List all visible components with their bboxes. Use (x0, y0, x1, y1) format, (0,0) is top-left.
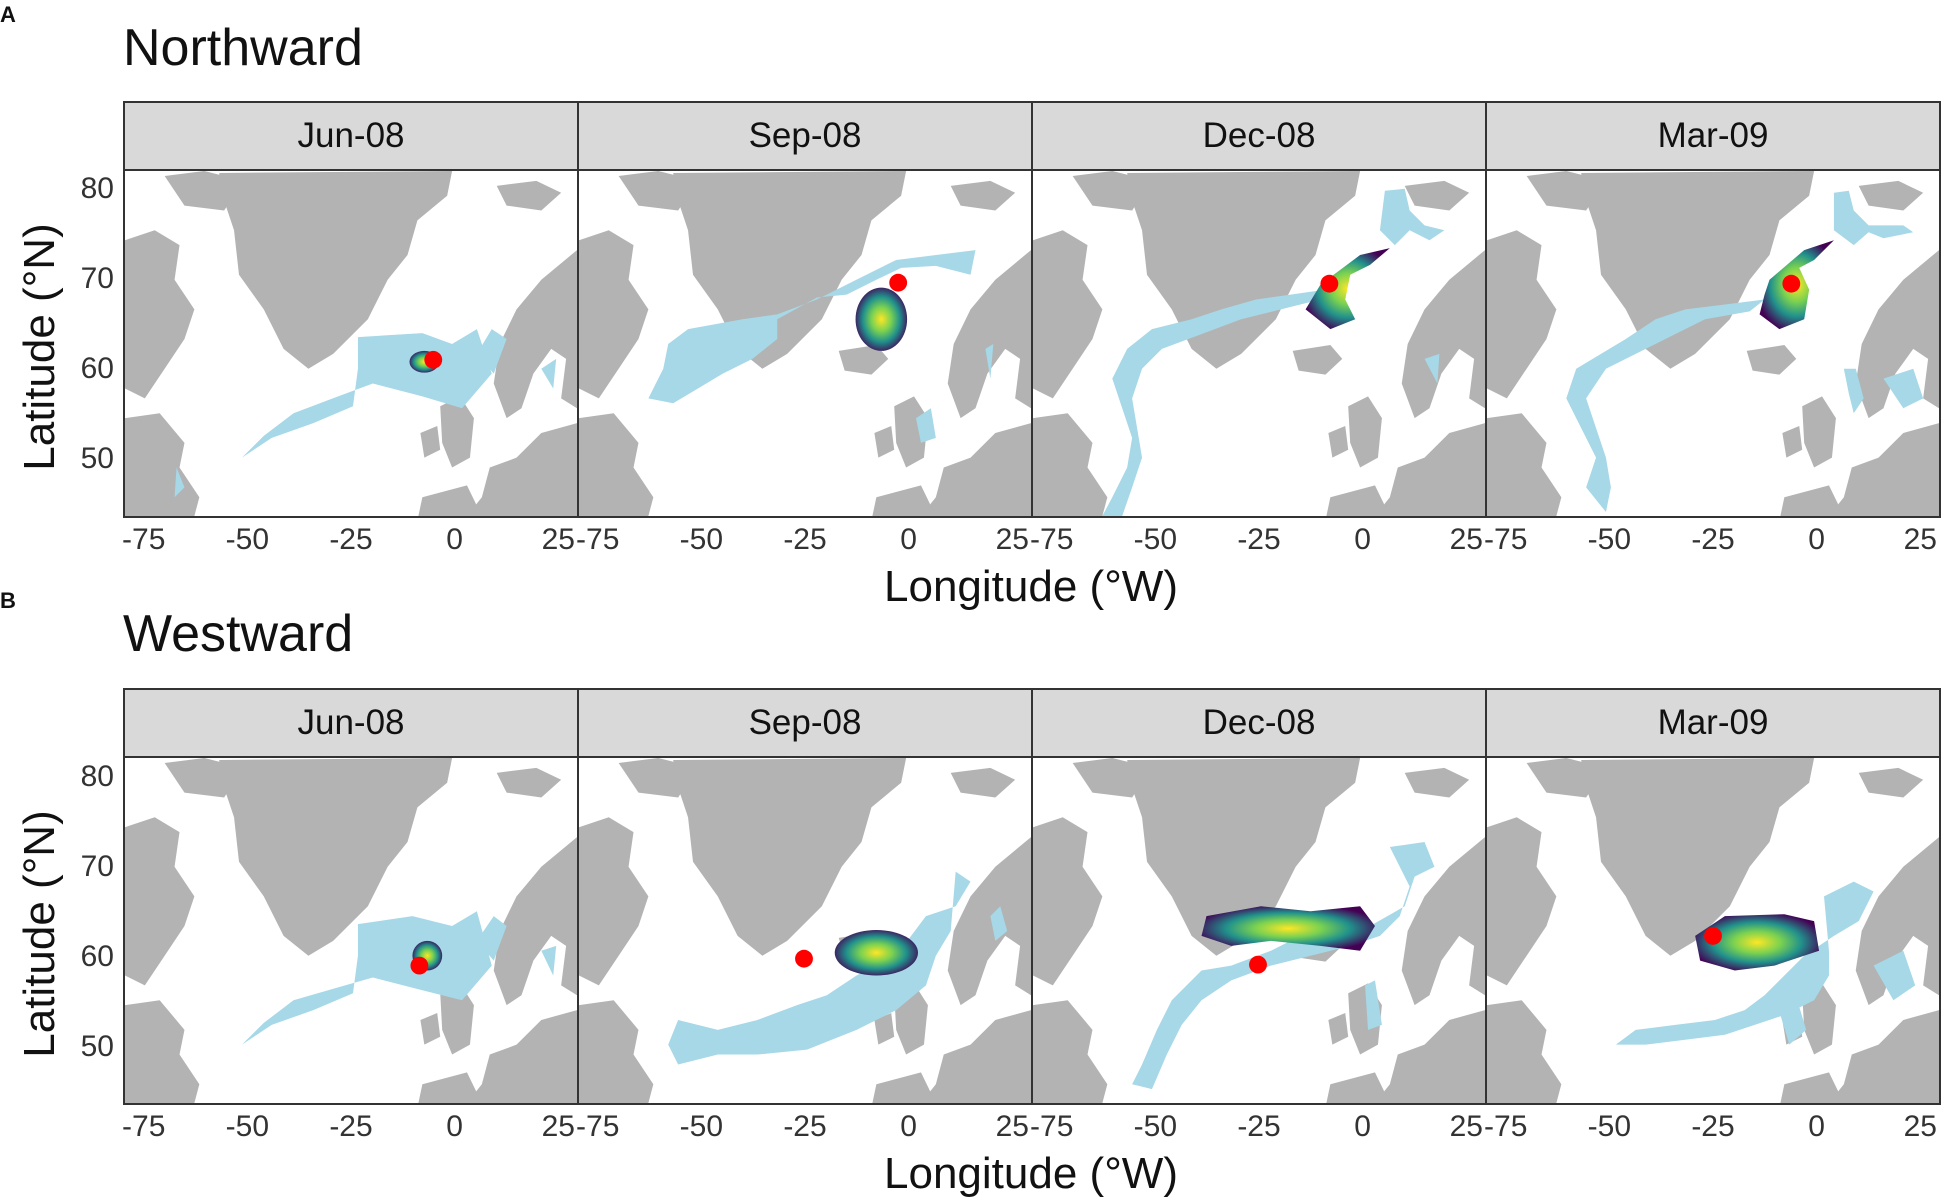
x-tick-label: -50 (1133, 1110, 1178, 1143)
x-tick-label: 0 (446, 1110, 463, 1143)
x-tick-label: -75 (576, 1110, 620, 1143)
y-tick-label: 50 (80, 1030, 114, 1063)
map-panel (123, 169, 579, 518)
x-tick-label: -25 (329, 1110, 373, 1143)
y-tick-label: 60 (80, 940, 114, 973)
map-panel (123, 756, 579, 1105)
panel-letter-a: A (0, 2, 16, 27)
x-tick-label: -50 (679, 523, 724, 556)
x-tick-label: 0 (1808, 523, 1825, 556)
x-tick-label: -25 (1237, 1110, 1281, 1143)
x-tick-label: 25 (995, 1110, 1029, 1143)
map-panel (1031, 756, 1487, 1105)
x-tick-label: -50 (1587, 523, 1632, 556)
x-tick-label: 0 (1354, 1110, 1371, 1143)
x-tick-label: -75 (1030, 523, 1074, 556)
x-tick-label: 0 (446, 523, 463, 556)
y-tick-label: 50 (80, 442, 114, 475)
section-title-westward: Westward (123, 605, 354, 663)
facet-strip: Sep-08 (577, 101, 1033, 171)
x-tick-label: -75 (1484, 523, 1528, 556)
x-tick-label: -75 (122, 523, 166, 556)
release-point-marker (1320, 274, 1339, 293)
panel-letter-b: B (0, 588, 16, 613)
x-tick-label: -50 (225, 1110, 270, 1143)
y-axis-title: Latitude (°N) (15, 810, 64, 1058)
y-tick-label: 70 (80, 262, 114, 295)
x-tick-label: 25 (541, 523, 575, 556)
x-tick-label: 25 (1449, 523, 1483, 556)
x-tick-label: 25 (1903, 1110, 1937, 1143)
y-tick-label: 80 (80, 172, 114, 205)
y-tick-label: 80 (80, 760, 114, 793)
x-tick-label: -75 (576, 523, 620, 556)
facet-strip: Jun-08 (123, 688, 579, 758)
x-tick-label: -25 (329, 523, 373, 556)
release-point-marker (1704, 927, 1722, 945)
y-tick-label: 70 (80, 850, 114, 883)
facet-strip: Mar-09 (1485, 101, 1941, 171)
facet-strip: Mar-09 (1485, 688, 1941, 758)
x-tick-label: -50 (225, 523, 270, 556)
x-tick-label: -25 (1237, 523, 1281, 556)
x-tick-label: 0 (1354, 523, 1371, 556)
facet-strip: Dec-08 (1031, 101, 1487, 171)
x-axis-title: Longitude (°W) (884, 562, 1178, 611)
x-tick-label: 0 (900, 1110, 917, 1143)
map-panel (577, 169, 1033, 518)
facet-strip: Jun-08 (123, 101, 579, 171)
release-point-marker (1249, 955, 1267, 974)
x-tick-label: 25 (1449, 1110, 1483, 1143)
facet-strip: Sep-08 (577, 688, 1033, 758)
x-tick-label: 0 (1808, 1110, 1825, 1143)
x-tick-label: -50 (1133, 523, 1178, 556)
x-tick-label: -25 (783, 1110, 827, 1143)
release-point-marker (889, 273, 908, 292)
x-tick-label: 25 (1903, 523, 1937, 556)
map-panel (577, 756, 1033, 1105)
section-title-northward: Northward (123, 19, 363, 77)
x-tick-label: -75 (1484, 1110, 1528, 1143)
x-tick-label: -25 (783, 523, 827, 556)
x-tick-label: -75 (1030, 1110, 1074, 1143)
x-tick-label: -50 (679, 1110, 724, 1143)
x-tick-label: 0 (900, 523, 917, 556)
facet-strip: Dec-08 (1031, 688, 1487, 758)
release-point-marker (1782, 274, 1801, 293)
x-tick-label: -50 (1587, 1110, 1632, 1143)
x-axis-title: Longitude (°W) (884, 1149, 1178, 1198)
x-tick-label: 25 (541, 1110, 575, 1143)
x-tick-label: -25 (1691, 523, 1735, 556)
x-tick-label: -25 (1691, 1110, 1735, 1143)
y-tick-label: 60 (80, 352, 114, 385)
release-point-marker (424, 350, 443, 369)
release-point-marker (410, 956, 429, 975)
map-panel (1485, 756, 1941, 1105)
release-point-marker (795, 949, 813, 968)
map-panel (1485, 169, 1941, 518)
map-panel (1031, 169, 1487, 518)
x-tick-label: -75 (122, 1110, 166, 1143)
y-axis-title: Latitude (°N) (15, 223, 64, 471)
x-tick-label: 25 (995, 523, 1029, 556)
